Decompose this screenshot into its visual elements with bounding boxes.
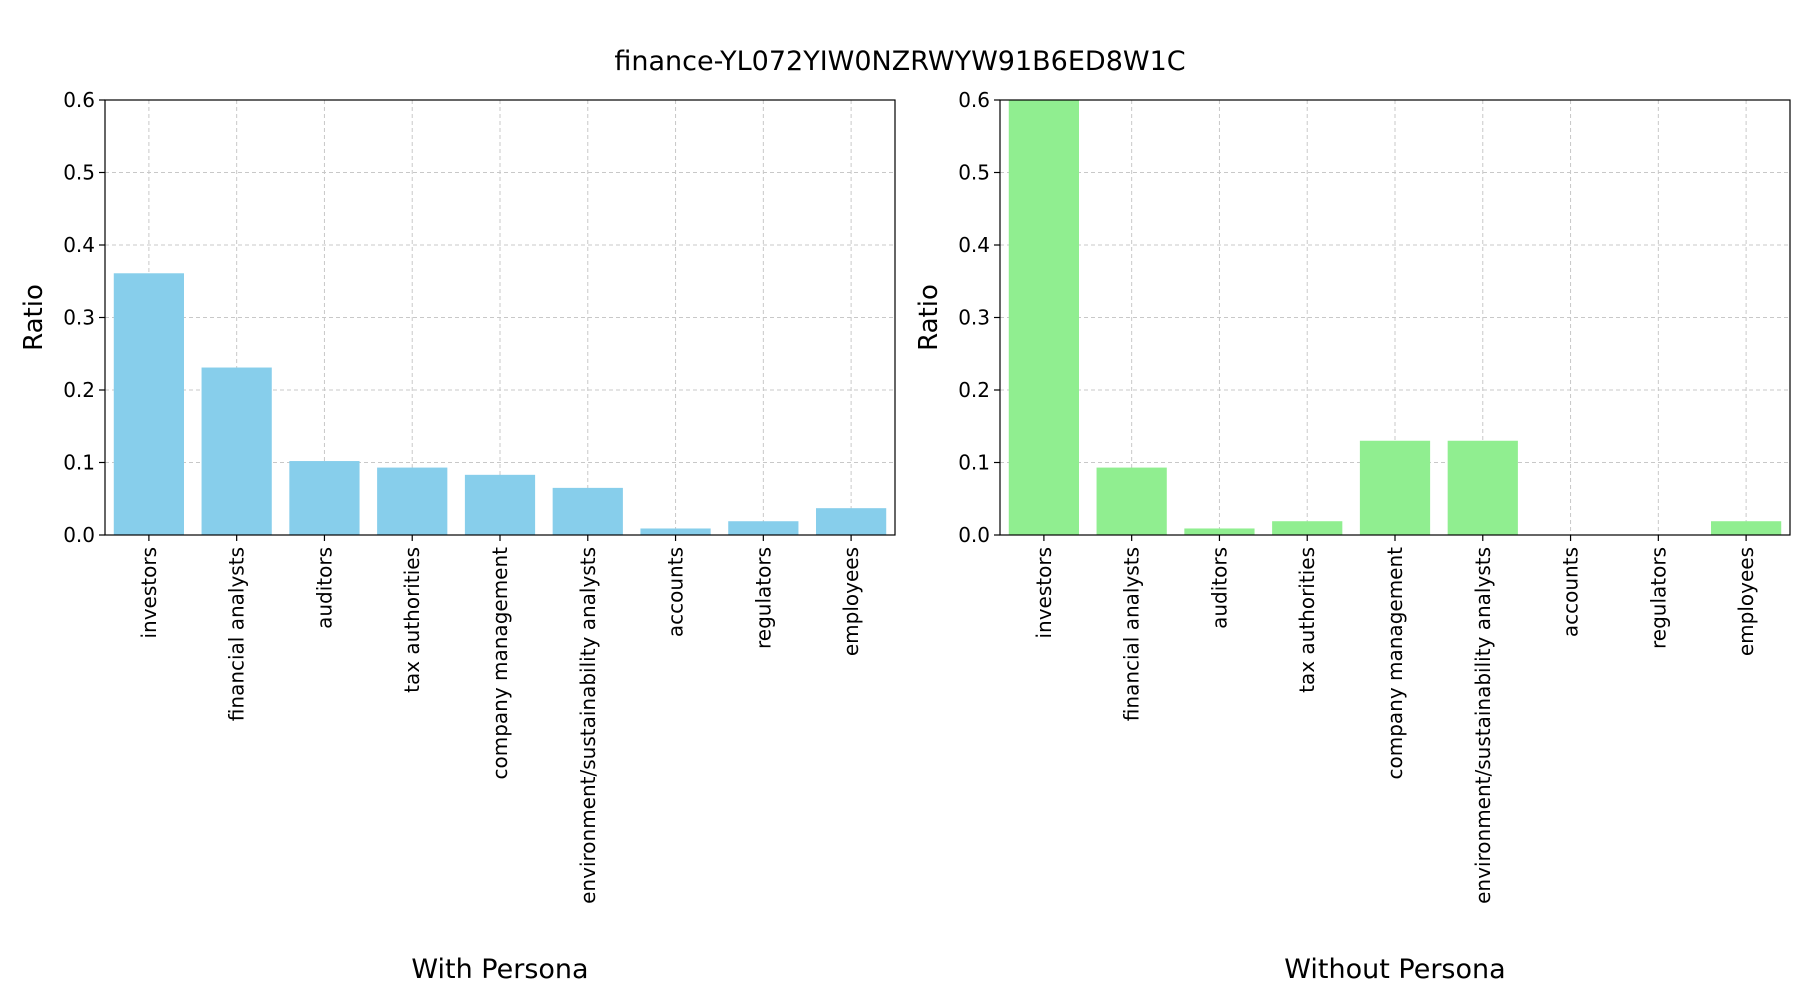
bar-financial-analysts: [201, 367, 272, 535]
bar-environment-sustainability-analysts: [552, 487, 623, 535]
x-tick-label: regulators: [1646, 547, 1670, 649]
bar-auditors: [289, 461, 360, 535]
x-tick-label: employees: [839, 547, 863, 656]
bar-investors: [113, 273, 184, 535]
x-tick-label: company management: [488, 547, 512, 780]
x-axis-label: Without Persona: [1284, 954, 1505, 985]
bar-tax-authorities: [377, 467, 448, 535]
figure-title: finance-YL072YIW0NZRWYW91B6ED8W1C: [614, 46, 1185, 77]
y-tick-label: 0.1: [63, 451, 95, 475]
y-tick-label: 0.3: [63, 306, 95, 330]
x-tick-label: auditors: [312, 547, 336, 629]
y-tick-label: 0.3: [958, 306, 990, 330]
x-tick-label: environment/sustainability analysts: [576, 547, 600, 904]
bar-investors: [1008, 100, 1079, 535]
bar-employees: [816, 508, 887, 535]
x-tick-label: environment/sustainability analysts: [1471, 547, 1495, 904]
bar-company-management: [1359, 440, 1431, 535]
chart-without-persona: 0.0 0.1 0.2 0.3 0.4 0.5 0.6 investors financial …: [914, 88, 1791, 985]
x-tick-label: tax authorities: [400, 547, 424, 693]
x-tick-label: auditors: [1207, 547, 1231, 629]
x-tick-label: tax authorities: [1295, 547, 1319, 693]
chart-with-persona: 0.0 0.1 0.2 0.3 0.4 0.5 0.6 investors financial …: [19, 88, 896, 985]
bar-tax-authorities: [1272, 521, 1343, 535]
y-tick-label: 0.5: [958, 161, 990, 185]
y-tick-label: 0.4: [958, 233, 990, 257]
x-tick-label: accounts: [1559, 547, 1583, 637]
bar-employees: [1711, 521, 1782, 535]
x-tick-label: employees: [1734, 547, 1758, 656]
y-tick-label: 0.4: [63, 233, 95, 257]
bar-environment-sustainability-analysts: [1447, 440, 1518, 535]
x-tick-label: financial analysts: [1120, 547, 1144, 721]
bar-regulators: [728, 521, 799, 535]
y-tick-label: 0.0: [63, 523, 95, 547]
y-tick-label: 0.0: [958, 523, 990, 547]
y-tick-label: 0.5: [63, 161, 95, 185]
y-tick-label: 0.6: [63, 88, 95, 112]
y-tick-label: 0.1: [958, 451, 990, 475]
x-tick-label: regulators: [751, 547, 775, 649]
x-tick-label: investors: [1032, 547, 1056, 639]
x-tick-label: accounts: [664, 547, 688, 637]
y-tick-label: 0.6: [958, 88, 990, 112]
y-axis-label: Ratio: [19, 284, 49, 351]
bar-accounts: [640, 528, 711, 535]
y-tick-label: 0.2: [958, 378, 990, 402]
bar-financial-analysts: [1096, 467, 1167, 535]
x-axis-label: With Persona: [411, 954, 588, 985]
x-tick-label: company management: [1383, 547, 1407, 780]
y-tick-label: 0.2: [63, 378, 95, 402]
y-axis-label: Ratio: [914, 284, 944, 351]
bar-auditors: [1184, 528, 1255, 535]
bar-company-management: [464, 474, 536, 535]
x-tick-label: investors: [137, 547, 161, 639]
x-tick-label: financial analysts: [225, 547, 249, 721]
